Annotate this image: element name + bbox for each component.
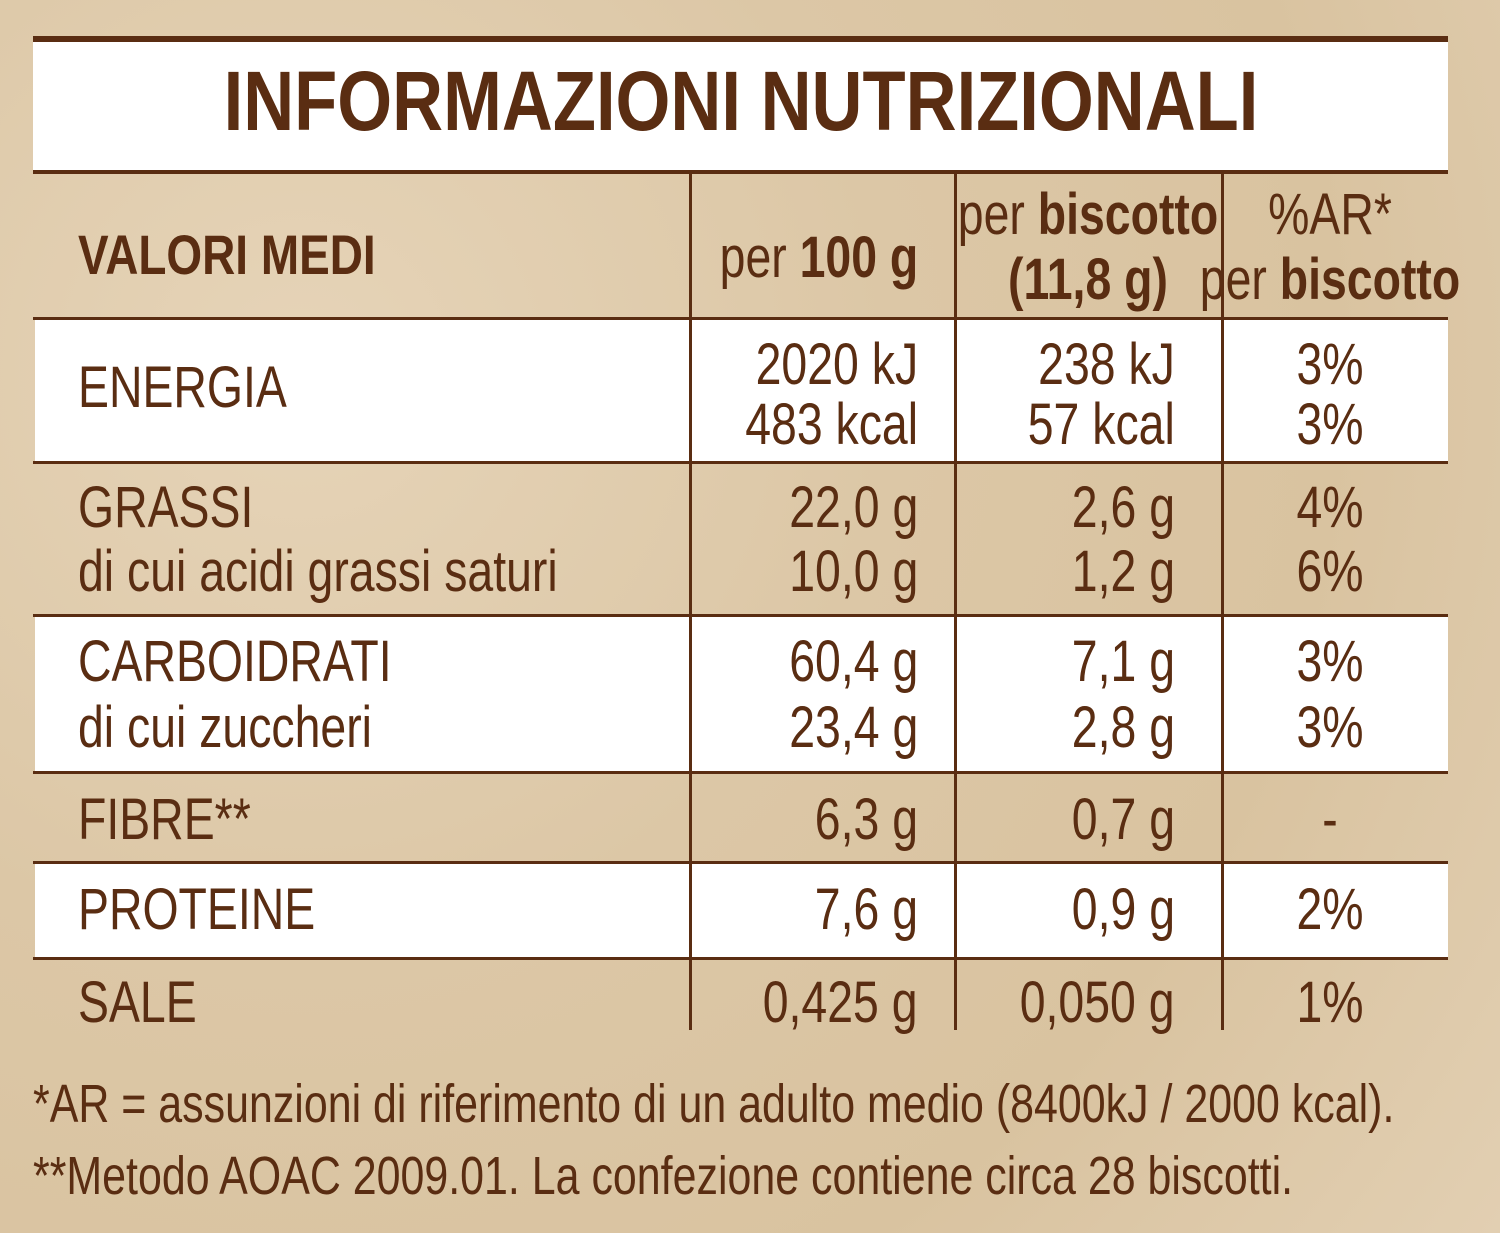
value-ar: 4% — [1296, 475, 1364, 540]
title: INFORMAZIONI NUTRIZIONALI — [223, 54, 1259, 148]
header-ar: %AR* — [1268, 182, 1392, 247]
header-ar-per: per biscotto — [1200, 251, 1460, 309]
row-divider — [33, 614, 1448, 617]
nutrient-label: PROTEINE — [78, 877, 316, 942]
column-divider — [1221, 170, 1224, 1030]
value-per-biscotto: 0,9 g — [1071, 877, 1175, 942]
row-background — [35, 320, 1448, 462]
row-divider — [33, 771, 1448, 774]
value-per-biscotto: 2,6 g — [1071, 475, 1175, 540]
value-ar: - — [1322, 787, 1338, 852]
value-ar: 3% — [1296, 332, 1364, 397]
text: per — [719, 225, 787, 290]
value-per100: 22,0 g — [788, 475, 918, 540]
row-background — [35, 862, 1448, 958]
value-per-biscotto: 238 kJ — [1038, 332, 1175, 397]
value-per100: 7,6 g — [814, 877, 918, 942]
value-per100: 483 kcal — [745, 392, 918, 457]
nutrient-label: SALE — [78, 970, 197, 1035]
nutrient-label: CARBOIDRATI — [78, 629, 392, 694]
value-per-biscotto: 1,2 g — [1071, 539, 1175, 604]
nutrient-label: FIBRE** — [78, 787, 251, 852]
header-per-biscotto-weight: (11,8 g) — [1008, 247, 1168, 312]
nutrient-label: GRASSI — [78, 475, 254, 540]
text: per — [957, 182, 1025, 247]
value-ar: 6% — [1296, 539, 1364, 604]
value-ar: 3% — [1296, 695, 1364, 760]
header-per-biscotto: per biscotto — [958, 186, 1218, 244]
value-per-biscotto: 0,7 g — [1071, 787, 1175, 852]
value-ar: 1% — [1296, 970, 1364, 1035]
value-per100: 2020 kJ — [755, 332, 918, 397]
value-per100: 23,4 g — [788, 695, 918, 760]
value-per100: 0,425 g — [763, 970, 918, 1035]
row-divider — [33, 957, 1448, 960]
value-per-biscotto: 57 kcal — [1027, 392, 1175, 457]
text: per — [1199, 247, 1267, 312]
value-ar: 2% — [1296, 877, 1364, 942]
bold-text: biscotto — [1037, 182, 1219, 247]
nutrient-label: ENERGIA — [78, 355, 287, 420]
footnote: **Metodo AOAC 2009.01. La confezione con… — [33, 1146, 1294, 1206]
bold-text: biscotto — [1279, 247, 1461, 312]
value-ar: 3% — [1296, 392, 1364, 457]
value-per100: 10,0 g — [788, 539, 918, 604]
column-divider — [954, 170, 957, 1030]
nutrient-label: di cui zuccheri — [78, 695, 372, 760]
header-per100: per 100 g — [719, 229, 918, 287]
value-per-biscotto: 2,8 g — [1071, 695, 1175, 760]
value-per-biscotto: 0,050 g — [1020, 970, 1175, 1035]
nutrient-label: di cui acidi grassi saturi — [78, 539, 558, 604]
value-per100: 6,3 g — [814, 787, 918, 852]
row-background — [35, 615, 1448, 772]
row-divider — [33, 861, 1448, 864]
value-ar: 3% — [1296, 629, 1364, 694]
header-label: VALORI MEDI — [78, 223, 376, 286]
value-per100: 60,4 g — [788, 629, 918, 694]
value-per-biscotto: 7,1 g — [1071, 629, 1175, 694]
footnote: *AR = assunzioni di riferimento di un ad… — [33, 1074, 1395, 1134]
title-box — [33, 36, 1448, 174]
bold-text: 100 g — [799, 225, 918, 290]
column-divider — [689, 170, 692, 1030]
row-divider — [33, 317, 1448, 320]
row-divider — [33, 461, 1448, 464]
